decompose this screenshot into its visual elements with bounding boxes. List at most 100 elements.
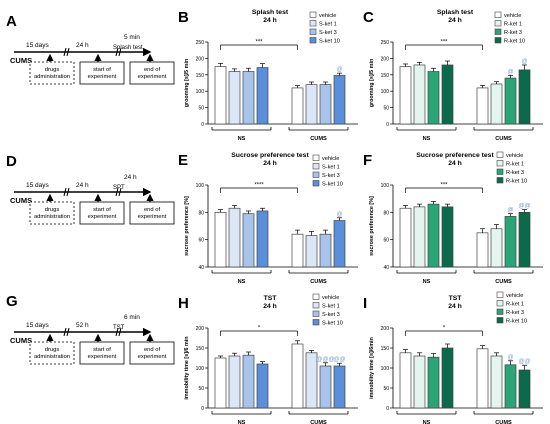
timeline-box — [79, 201, 125, 225]
y-tick-label: 60 — [198, 238, 204, 244]
significance-label: @@ — [518, 359, 530, 365]
timeline-box — [129, 341, 175, 365]
legend: vehicle R-ket 1 R-ket 3 R-ket 10 — [496, 151, 527, 185]
timeline-box-label: end of experiment — [138, 347, 167, 360]
timeline-break — [115, 47, 119, 57]
timeline-break — [63, 187, 67, 197]
timeline-box — [29, 61, 75, 85]
timeline-break — [115, 187, 119, 197]
timeline-box-label: end of experiment — [138, 207, 167, 220]
bar — [228, 355, 241, 409]
panel-label: D — [6, 153, 17, 170]
legend-swatch — [309, 28, 317, 35]
legend-label: R-ket 10 — [506, 179, 527, 185]
bar — [490, 355, 503, 409]
bar — [490, 83, 503, 125]
legend-label: S-ket 3 — [322, 173, 340, 179]
bar — [228, 71, 241, 125]
legend-swatch — [496, 177, 504, 184]
bar — [399, 66, 412, 125]
timeline-box-label: drugs administration — [34, 67, 70, 80]
legend-label: R-ket 10 — [504, 39, 525, 45]
y-axis-label: sucrose preference [%] — [184, 196, 190, 256]
significance-label: @ — [336, 67, 342, 73]
y-tick-label: 50 — [383, 386, 389, 392]
legend-label: S-ket 3 — [319, 30, 337, 36]
legend-swatch — [309, 11, 317, 18]
bar — [504, 77, 517, 125]
legend-swatch — [494, 28, 502, 35]
legend-swatch — [312, 154, 320, 161]
group-label: NS — [423, 279, 431, 285]
group-label: CUMS — [495, 136, 512, 142]
bar — [413, 64, 426, 125]
timeline-box-label: start of experiment — [88, 347, 117, 360]
y-tick-label: 0 — [201, 406, 204, 412]
bar — [476, 232, 489, 268]
legend-label: vehicle — [319, 13, 336, 19]
legend: vehicle S-ket 1 S-ket 3 S-ket 10 — [309, 11, 340, 45]
legend-swatch — [494, 20, 502, 27]
timeline-duration: 24 h — [124, 174, 137, 181]
y-axis-label: immobility time [s]/6min — [369, 337, 375, 399]
bar — [305, 352, 318, 409]
y-tick-label: 100 — [196, 366, 205, 372]
timeline-box — [29, 201, 75, 225]
y-tick-label: 0 — [201, 122, 204, 128]
legend-swatch — [309, 37, 317, 44]
bar — [319, 233, 332, 268]
legend-label: S-ket 1 — [322, 304, 340, 310]
chart-subtitle: 24 h — [448, 160, 462, 167]
panel-label: I — [363, 295, 367, 312]
timeline-box — [29, 341, 75, 365]
y-tick-label: 0 — [386, 122, 389, 128]
legend-swatch — [496, 308, 504, 315]
legend-swatch — [312, 319, 320, 326]
group-label: CUMS — [495, 279, 512, 285]
legend-label: S-ket 1 — [319, 22, 337, 28]
chart-subtitle: 24 h — [263, 160, 277, 167]
y-tick-label: 150 — [196, 346, 205, 352]
bar — [476, 348, 489, 409]
y-axis-label: grooming [s]/5 min — [184, 59, 190, 108]
y-tick-label: 100 — [196, 183, 205, 189]
timeline-duration: 15 days — [26, 322, 50, 329]
y-tick-label: 100 — [196, 89, 205, 95]
legend-label: R-ket 1 — [506, 302, 524, 308]
y-tick-label: 40 — [198, 265, 204, 271]
bar — [291, 87, 304, 125]
legend-label: vehicle — [322, 156, 339, 162]
timeline-duration: 24 h — [76, 182, 89, 189]
significance-label: @ — [521, 59, 527, 65]
y-tick-label: 250 — [381, 40, 390, 46]
bar — [504, 216, 517, 268]
legend-swatch — [312, 293, 320, 300]
bar — [413, 355, 426, 409]
y-tick-label: 80 — [383, 210, 389, 216]
y-tick-label: 100 — [381, 89, 390, 95]
significance-label: *** — [440, 183, 448, 189]
legend-swatch — [312, 163, 320, 170]
y-tick-label: 50 — [383, 106, 389, 112]
timeline-break — [118, 47, 122, 57]
timeline-break — [66, 327, 70, 337]
legend: vehicle R-ket 1 R-ket 3 R-ket 10 — [494, 11, 525, 45]
legend-label: R-ket 1 — [504, 22, 522, 28]
y-tick-label: 150 — [381, 73, 390, 79]
panel-label: A — [6, 13, 17, 30]
y-tick-label: 0 — [386, 406, 389, 412]
significance-label: *** — [440, 40, 448, 46]
group-label: NS — [423, 420, 431, 424]
bar — [242, 213, 255, 268]
y-tick-label: 50 — [198, 386, 204, 392]
bar — [399, 207, 412, 268]
bar — [518, 369, 531, 409]
timeline-duration: 24 h — [76, 42, 89, 49]
legend-swatch — [496, 317, 504, 324]
significance-label: * — [258, 326, 261, 332]
